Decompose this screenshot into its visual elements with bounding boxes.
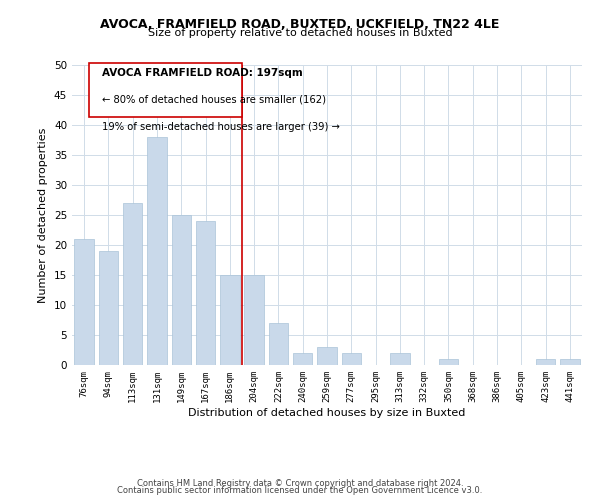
- Bar: [560, 359, 580, 365]
- Bar: [536, 359, 555, 365]
- Bar: [317, 347, 337, 365]
- Bar: [293, 353, 313, 365]
- Text: AVOCA, FRAMFIELD ROAD, BUXTED, UCKFIELD, TN22 4LE: AVOCA, FRAMFIELD ROAD, BUXTED, UCKFIELD,…: [100, 18, 500, 30]
- Bar: [147, 137, 167, 365]
- Text: 19% of semi-detached houses are larger (39) →: 19% of semi-detached houses are larger (…: [101, 122, 340, 132]
- Y-axis label: Number of detached properties: Number of detached properties: [38, 128, 49, 302]
- Bar: [244, 275, 264, 365]
- Text: ← 80% of detached houses are smaller (162): ← 80% of detached houses are smaller (16…: [101, 95, 326, 105]
- Text: Size of property relative to detached houses in Buxted: Size of property relative to detached ho…: [148, 28, 452, 38]
- FancyBboxPatch shape: [89, 64, 242, 118]
- Text: Contains HM Land Registry data © Crown copyright and database right 2024.: Contains HM Land Registry data © Crown c…: [137, 478, 463, 488]
- Bar: [172, 215, 191, 365]
- Text: Contains public sector information licensed under the Open Government Licence v3: Contains public sector information licen…: [118, 486, 482, 495]
- Bar: [390, 353, 410, 365]
- Bar: [123, 203, 142, 365]
- Bar: [341, 353, 361, 365]
- X-axis label: Distribution of detached houses by size in Buxted: Distribution of detached houses by size …: [188, 408, 466, 418]
- Bar: [74, 239, 94, 365]
- Bar: [269, 323, 288, 365]
- Bar: [220, 275, 239, 365]
- Bar: [99, 251, 118, 365]
- Text: AVOCA FRAMFIELD ROAD: 197sqm: AVOCA FRAMFIELD ROAD: 197sqm: [101, 68, 302, 78]
- Bar: [439, 359, 458, 365]
- Bar: [196, 221, 215, 365]
